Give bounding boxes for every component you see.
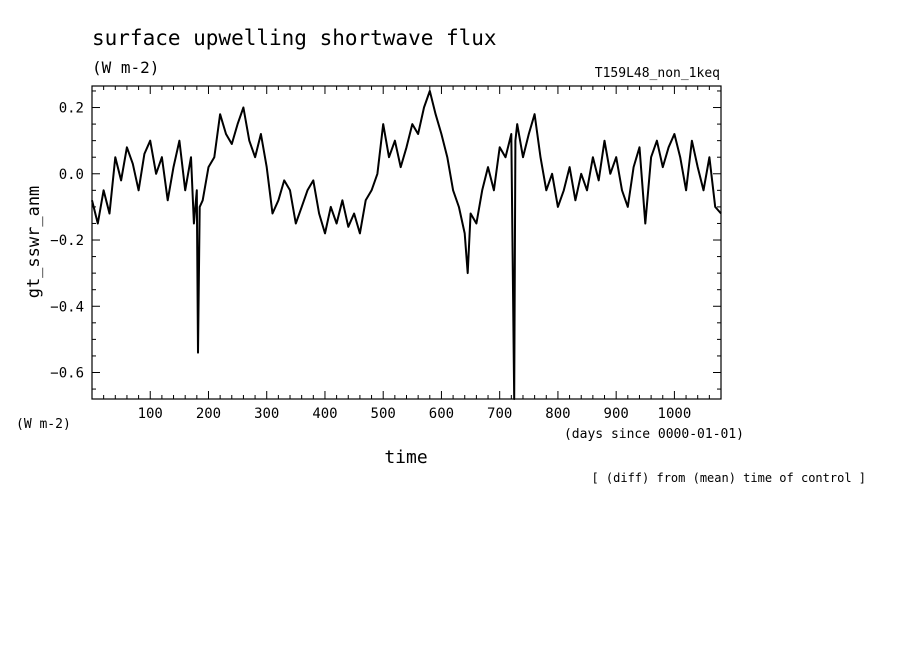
series-line: [91, 90, 722, 400]
x-tick-label: 600: [429, 406, 454, 422]
x-tick-label: 200: [196, 406, 221, 422]
y-tick-label: 0.2: [59, 101, 84, 117]
y-axis: 0.2 0.0 −0.2 −0.4 −0.6: [50, 90, 721, 390]
y-tick-label: 0.0: [59, 167, 84, 183]
y-tick-label: −0.6: [50, 366, 84, 382]
x-tick-label: 300: [254, 406, 279, 422]
x-axis-label: time: [384, 447, 427, 468]
chart-title: surface upwelling shortwave flux: [92, 26, 497, 50]
x-axis-units: (days since 0000-01-01): [564, 427, 744, 442]
y-tick-label: −0.4: [50, 299, 84, 315]
y-axis-label: gt_sswr_anm: [24, 186, 44, 299]
x-tick-label: 700: [487, 406, 512, 422]
plot-frame: [91, 85, 722, 400]
x-tick-label: 900: [604, 406, 629, 422]
x-tick-label: 500: [371, 406, 396, 422]
y-axis-units: (W m-2): [16, 417, 71, 432]
footnote: [ (diff) from (mean) time of control ]: [591, 471, 866, 485]
x-tick-label: 400: [312, 406, 337, 422]
x-tick-label: 800: [545, 406, 570, 422]
x-axis: 100 200 300 400 500 600 700 800 900 1000: [91, 86, 722, 422]
x-tick-label: 1000: [658, 406, 692, 422]
chart-units: (W m-2): [92, 58, 159, 77]
y-tick-label: −0.2: [50, 233, 84, 249]
run-label: T159L48_non_1keq: [595, 66, 720, 81]
x-tick-label: 100: [138, 406, 163, 422]
